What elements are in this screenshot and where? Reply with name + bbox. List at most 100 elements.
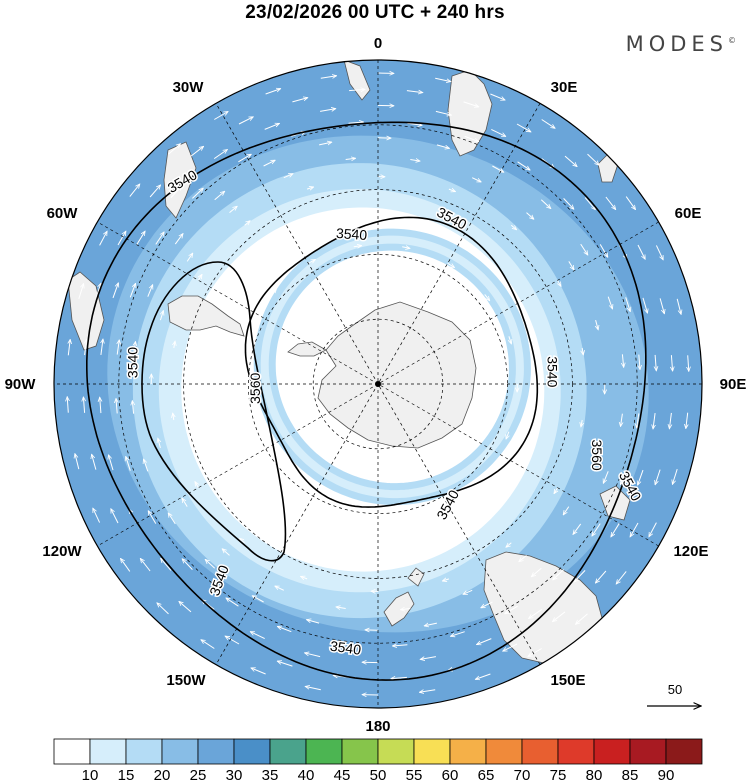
wind-vector bbox=[158, 438, 161, 449]
wind-vector bbox=[92, 508, 101, 523]
wind-vector bbox=[529, 608, 543, 618]
wind-vector bbox=[85, 339, 87, 356]
contour-label: 3540 bbox=[125, 347, 141, 378]
wind-vector bbox=[205, 559, 216, 569]
wind-vector bbox=[419, 689, 436, 693]
longitude-label: 90W bbox=[5, 376, 37, 393]
wind-vector bbox=[83, 397, 84, 413]
wind-vector bbox=[672, 468, 678, 484]
wind-vector bbox=[605, 196, 616, 210]
wind-vector bbox=[129, 184, 140, 197]
south-america-tip bbox=[167, 295, 245, 337]
colorbar-swatch bbox=[89, 738, 127, 765]
wind-vector bbox=[110, 509, 119, 524]
wind-vector bbox=[526, 212, 534, 220]
wind-vector bbox=[463, 101, 479, 107]
wind-vector bbox=[116, 398, 117, 414]
wind-vector bbox=[265, 89, 281, 95]
wind-vector bbox=[345, 158, 356, 159]
wind-vector bbox=[190, 146, 204, 157]
longitude-label: 30W bbox=[173, 79, 205, 96]
height-contours bbox=[86, 121, 647, 681]
wind-vector bbox=[492, 165, 503, 172]
wind-vector bbox=[400, 609, 411, 610]
wind-vector bbox=[595, 570, 607, 583]
wind-vector bbox=[117, 231, 126, 246]
vector-reference: 50 bbox=[647, 682, 701, 706]
wind-vector bbox=[441, 504, 448, 509]
wind-vector bbox=[484, 294, 490, 300]
wind-vector bbox=[676, 298, 681, 315]
wind-vector bbox=[394, 521, 403, 522]
wind-vector bbox=[552, 611, 566, 622]
wind-vector bbox=[553, 569, 564, 580]
wind-vector bbox=[516, 123, 531, 132]
colorbar-label: 80 bbox=[586, 767, 603, 782]
wind-vector bbox=[642, 297, 648, 313]
africa-tip bbox=[447, 69, 493, 157]
wind-vector bbox=[148, 511, 157, 524]
wind-vector bbox=[517, 161, 531, 170]
longitude-label: 120W bbox=[42, 543, 82, 560]
colorbar-label: 65 bbox=[478, 767, 495, 782]
longitude-label: 30E bbox=[551, 79, 578, 96]
wind-vector bbox=[252, 596, 264, 603]
wind-vector bbox=[573, 523, 582, 535]
colorbar-label: 60 bbox=[442, 767, 459, 782]
wind-vector bbox=[270, 289, 276, 295]
colorbar: 10 15 20 25 30 35 40 45 50 55 60 65 70 75 80 85 90 bbox=[53, 738, 703, 782]
colorbar-label: 35 bbox=[262, 767, 279, 782]
wind-vector bbox=[503, 643, 518, 652]
colorbar-swatch bbox=[341, 738, 379, 765]
wind-vector bbox=[182, 559, 193, 570]
colorbar-swatch bbox=[593, 738, 631, 765]
contour-label: 3560 bbox=[589, 440, 605, 471]
wind-vector bbox=[170, 186, 182, 198]
wind-vector bbox=[251, 668, 266, 675]
wind-vector bbox=[308, 260, 315, 264]
colorbar-swatch bbox=[161, 738, 199, 765]
wind-vector bbox=[348, 122, 364, 123]
wind-vector bbox=[637, 244, 646, 259]
wind-vector bbox=[244, 221, 250, 226]
map-boundary bbox=[53, 59, 703, 709]
wind-vector bbox=[603, 471, 609, 483]
south-pole-dot bbox=[375, 381, 381, 387]
wind-vector bbox=[95, 283, 101, 299]
wind-vector bbox=[435, 110, 452, 115]
wind-vector bbox=[134, 342, 136, 355]
colorbar-label: 15 bbox=[118, 767, 135, 782]
wind-vector bbox=[592, 523, 601, 537]
wind-vector bbox=[564, 155, 577, 167]
colorbar-label: 55 bbox=[406, 767, 423, 782]
wind-vector bbox=[161, 558, 172, 571]
wind-vector bbox=[305, 653, 321, 658]
wind-vector bbox=[420, 656, 436, 660]
contour-3540-outer bbox=[86, 121, 647, 681]
wind-vector bbox=[620, 470, 627, 485]
wind-vector bbox=[121, 558, 131, 572]
wind-vector bbox=[306, 187, 314, 189]
wind-vector bbox=[245, 424, 248, 432]
wind-vector bbox=[391, 677, 407, 678]
wind-vector bbox=[174, 234, 183, 245]
wind-vector bbox=[671, 355, 672, 371]
latitude-circle bbox=[118, 124, 638, 644]
longitude-label: 120E bbox=[673, 543, 708, 560]
wind-vector bbox=[435, 77, 451, 81]
wind-vector bbox=[92, 454, 97, 470]
wind-vector bbox=[101, 339, 103, 355]
antarctica bbox=[317, 301, 477, 449]
wind-vector bbox=[277, 626, 292, 633]
wind-vector bbox=[477, 638, 492, 645]
south-america-east bbox=[163, 141, 197, 219]
wind-vectors bbox=[67, 73, 689, 695]
wind-vector bbox=[406, 91, 423, 93]
wind-vector bbox=[320, 109, 336, 112]
colorbar-label: 75 bbox=[550, 767, 567, 782]
wind-vector bbox=[168, 513, 176, 525]
wind-vector bbox=[450, 631, 465, 637]
longitude-label: 60W bbox=[47, 205, 79, 222]
contour-label: 3540 bbox=[329, 638, 362, 658]
colorbar-swatch bbox=[449, 738, 487, 765]
